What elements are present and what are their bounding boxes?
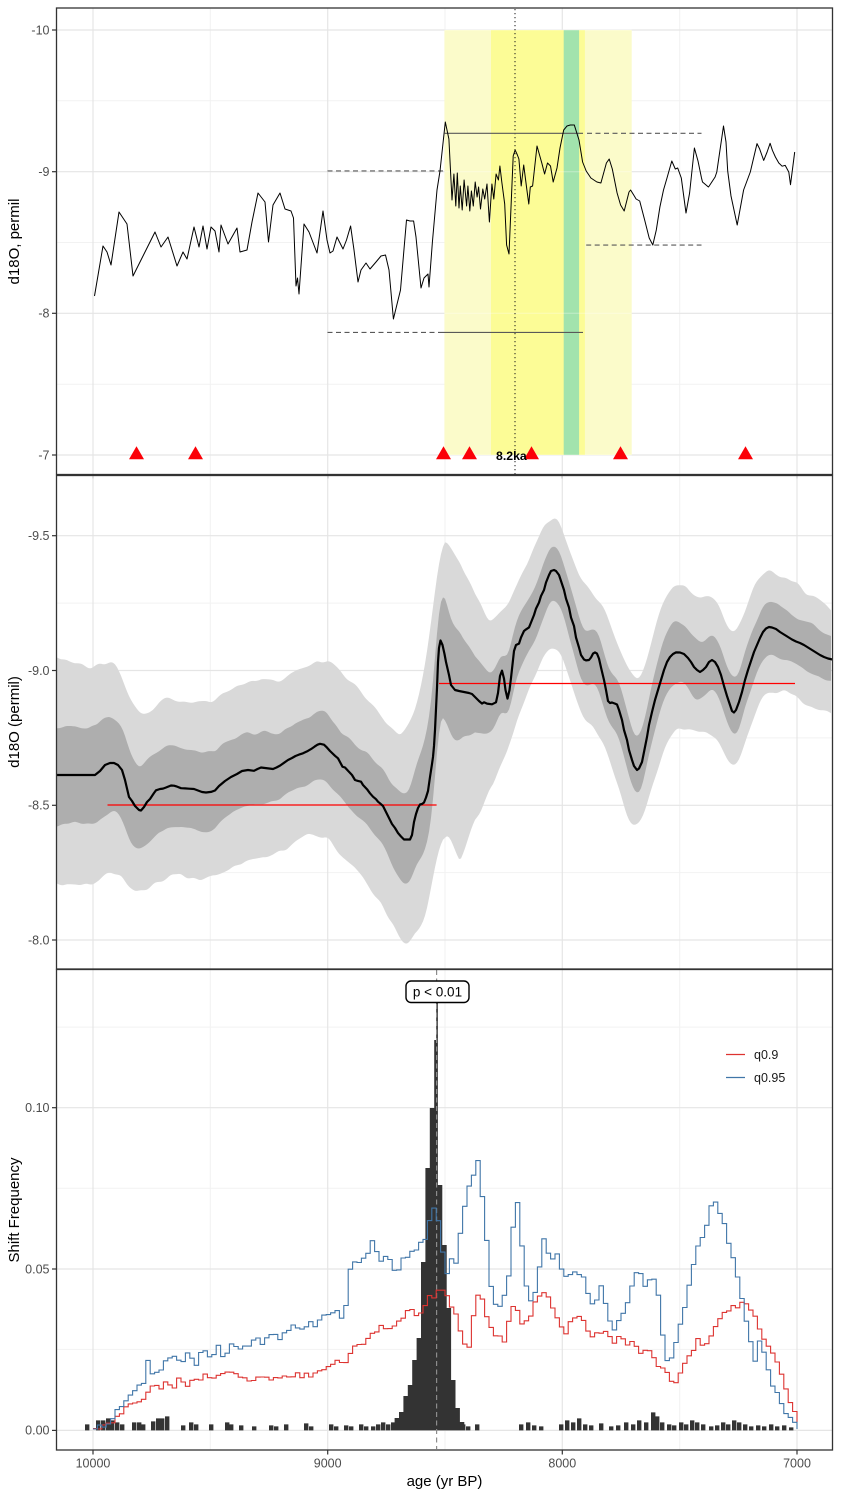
svg-text:8000: 8000	[548, 1457, 576, 1471]
svg-text:0.00: 0.00	[25, 1424, 49, 1438]
svg-text:-8.0: -8.0	[28, 933, 50, 947]
svg-text:-9.0: -9.0	[28, 664, 50, 678]
svg-text:-8.5: -8.5	[28, 799, 50, 813]
svg-text:p < 0.01: p < 0.01	[413, 985, 462, 1000]
svg-text:-8: -8	[38, 307, 49, 321]
svg-text:d18O (permil): d18O (permil)	[6, 676, 23, 768]
svg-text:Shift Frequency: Shift Frequency	[6, 1157, 23, 1263]
svg-text:q0.9: q0.9	[754, 1048, 778, 1062]
svg-text:age (yr BP): age (yr BP)	[407, 1473, 483, 1490]
svg-text:7000: 7000	[783, 1457, 811, 1471]
svg-text:-10: -10	[31, 23, 49, 37]
svg-text:0.05: 0.05	[25, 1262, 49, 1276]
svg-text:-7: -7	[38, 448, 49, 462]
svg-text:d18O, permil: d18O, permil	[6, 199, 23, 285]
svg-text:10000: 10000	[76, 1457, 111, 1471]
svg-text:-9.5: -9.5	[28, 529, 50, 543]
svg-text:8.2ka: 8.2ka	[496, 449, 527, 463]
svg-text:-9: -9	[38, 165, 49, 179]
svg-text:0.10: 0.10	[25, 1101, 49, 1115]
svg-text:q0.95: q0.95	[754, 1071, 785, 1085]
svg-text:9000: 9000	[314, 1457, 342, 1471]
